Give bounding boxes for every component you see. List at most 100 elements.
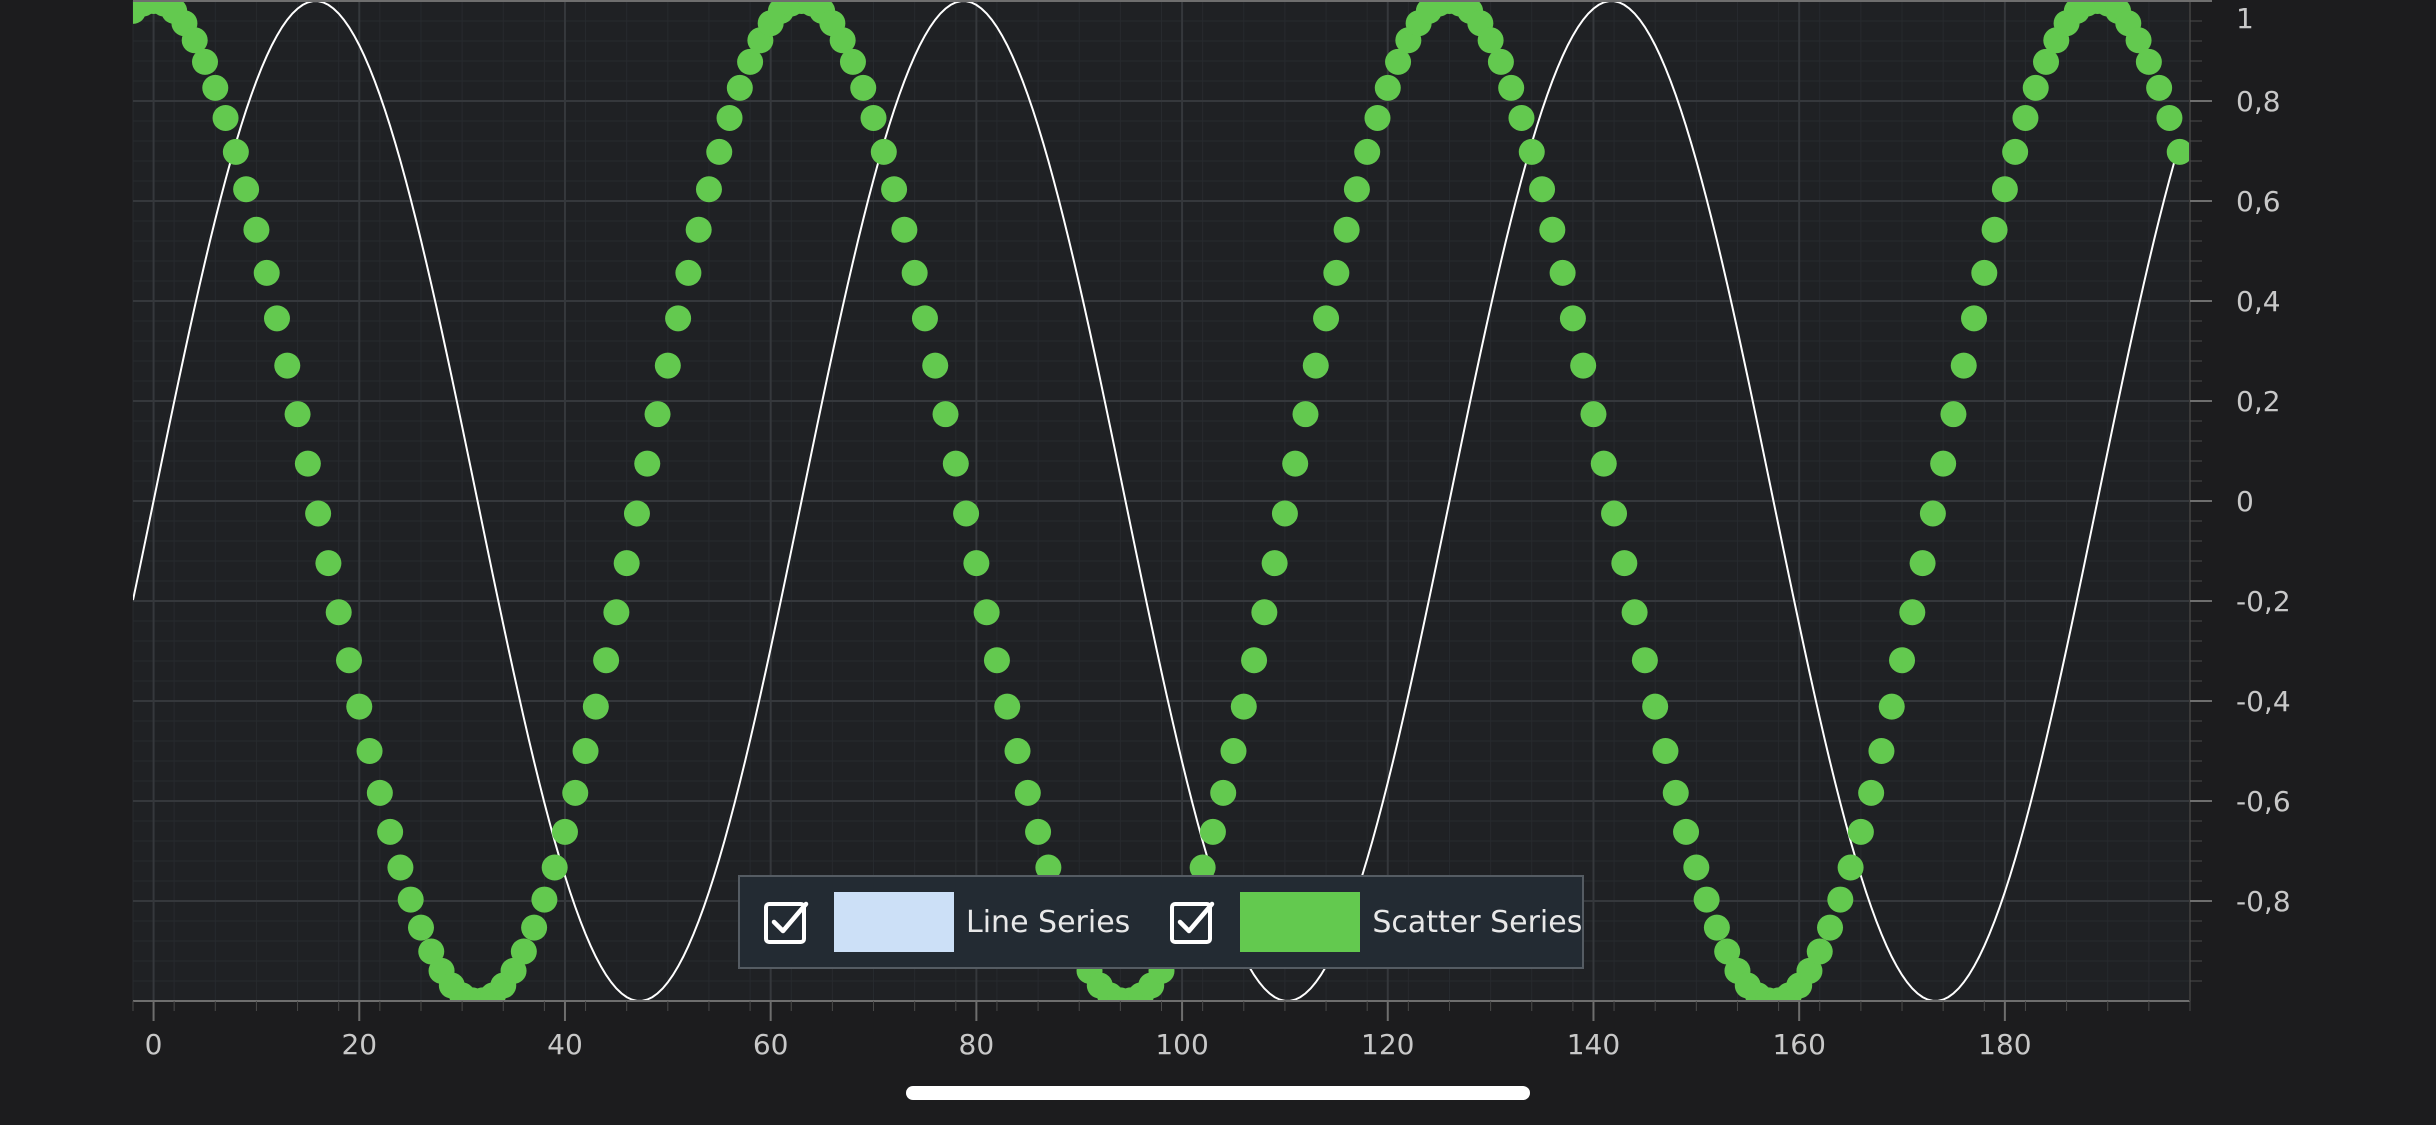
- scatter-point: [1601, 500, 1628, 527]
- scatter-point: [891, 216, 918, 243]
- x-tick-label: 0: [145, 1028, 163, 1061]
- scatter-point: [623, 500, 650, 527]
- scatter-point: [541, 854, 568, 881]
- scatter-point: [1580, 401, 1607, 428]
- scatter-point: [1837, 854, 1864, 881]
- scatter-point: [1899, 599, 1926, 626]
- scatter-point: [685, 216, 712, 243]
- scatter-point: [335, 647, 362, 674]
- scatter-point: [850, 74, 877, 101]
- scatter-point: [284, 401, 311, 428]
- scatter-point: [1302, 352, 1329, 379]
- scatter-point: [521, 914, 548, 941]
- scatter-point: [1487, 48, 1514, 75]
- legend-item-line-series[interactable]: Line Series: [762, 892, 1130, 952]
- y-tick-label: 0: [2236, 485, 2254, 518]
- scatter-point: [839, 48, 866, 75]
- checkbox-checked-icon[interactable]: [762, 898, 810, 946]
- scatter-point: [2012, 104, 2039, 131]
- legend-label-line: Line Series: [966, 904, 1131, 940]
- x-tick-label: 140: [1567, 1028, 1620, 1061]
- scatter-point: [1919, 500, 1946, 527]
- scatter-point: [922, 352, 949, 379]
- scatter-point: [1889, 647, 1916, 674]
- scatter-point: [953, 500, 980, 527]
- scatter-point: [1539, 216, 1566, 243]
- x-tick-label: 180: [1978, 1028, 2031, 1061]
- y-tick-label: -0,6: [2236, 785, 2291, 818]
- scatter-point: [1477, 27, 1504, 54]
- scatter-point: [983, 647, 1010, 674]
- legend-item-scatter-series[interactable]: Scatter Series: [1168, 892, 1582, 952]
- home-indicator[interactable]: [906, 1086, 1530, 1100]
- scatter-point: [963, 550, 990, 577]
- scatter-point: [1518, 138, 1545, 165]
- scatter-point: [2002, 138, 2029, 165]
- scatter-point: [1498, 74, 1525, 101]
- scatter-point: [582, 693, 609, 720]
- series-group: [133, 0, 2190, 1001]
- scatter-point: [829, 27, 856, 54]
- scatter-point: [1683, 854, 1710, 881]
- scatter-point: [860, 104, 887, 131]
- scatter-point: [1673, 818, 1700, 845]
- scatter-point: [2156, 104, 2183, 131]
- scatter-point: [2146, 74, 2173, 101]
- scatter-point: [1858, 779, 1885, 806]
- scatter-point: [243, 216, 270, 243]
- scatter-point: [665, 305, 692, 332]
- scatter-point: [294, 450, 321, 477]
- scatter-point: [1950, 352, 1977, 379]
- scatter-point: [737, 48, 764, 75]
- scatter-point: [1662, 779, 1689, 806]
- scatter-point: [1241, 647, 1268, 674]
- scatter-point: [1210, 779, 1237, 806]
- scatter-point: [1570, 352, 1597, 379]
- scatter-point: [325, 599, 352, 626]
- scatter-point: [1590, 450, 1617, 477]
- checkbox-checked-icon[interactable]: [1168, 898, 1216, 946]
- scatter-point: [695, 176, 722, 203]
- scatter-point: [562, 779, 589, 806]
- scatter-point: [675, 259, 702, 286]
- y-tick-label: -0,2: [2236, 585, 2291, 618]
- scatter-point: [1611, 550, 1638, 577]
- scatter-point: [531, 886, 558, 913]
- scatter-point: [726, 74, 753, 101]
- scatter-point: [994, 693, 1021, 720]
- scatter-point: [2135, 48, 2162, 75]
- scatter-point: [1271, 500, 1298, 527]
- scatter-point: [1035, 854, 1062, 881]
- scatter-point: [1940, 401, 1967, 428]
- scatter-point: [222, 138, 249, 165]
- scatter-point: [233, 176, 260, 203]
- line-series-path: [133, 0, 2176, 1001]
- x-axis: 0 20 40 60 80 100 120 140 160 180: [132, 1001, 2191, 1061]
- scatter-point: [212, 104, 239, 131]
- scatter-point: [1313, 305, 1340, 332]
- scatter-point: [1631, 647, 1658, 674]
- scatter-point: [1261, 550, 1288, 577]
- x-tick-label: 120: [1361, 1028, 1414, 1061]
- y-axis: 1 0,8 0,6 0,4 0,2 0 -0,2 -0,4 -0,6 -0,8: [2190, 0, 2291, 982]
- scatter-point: [1549, 259, 1576, 286]
- scatter-point: [973, 599, 1000, 626]
- scatter-point: [1282, 450, 1309, 477]
- scatter-point: [1847, 818, 1874, 845]
- y-tick-label: 0,4: [2236, 285, 2281, 318]
- scatter-point: [253, 259, 280, 286]
- scatter-point: [1806, 938, 1833, 965]
- scatter-point: [1878, 693, 1905, 720]
- x-tick-label: 60: [753, 1028, 789, 1061]
- scatter-point: [1981, 216, 2008, 243]
- scatter-point: [377, 818, 404, 845]
- x-tick-label: 160: [1772, 1028, 1825, 1061]
- scatter-point: [1014, 779, 1041, 806]
- scatter-point: [1354, 138, 1381, 165]
- scatter-point: [551, 818, 578, 845]
- scatter-point: [1991, 176, 2018, 203]
- scatter-point: [1817, 914, 1844, 941]
- scatter-point: [932, 401, 959, 428]
- scatter-point: [1703, 914, 1730, 941]
- legend-swatch-scatter: [1240, 892, 1361, 952]
